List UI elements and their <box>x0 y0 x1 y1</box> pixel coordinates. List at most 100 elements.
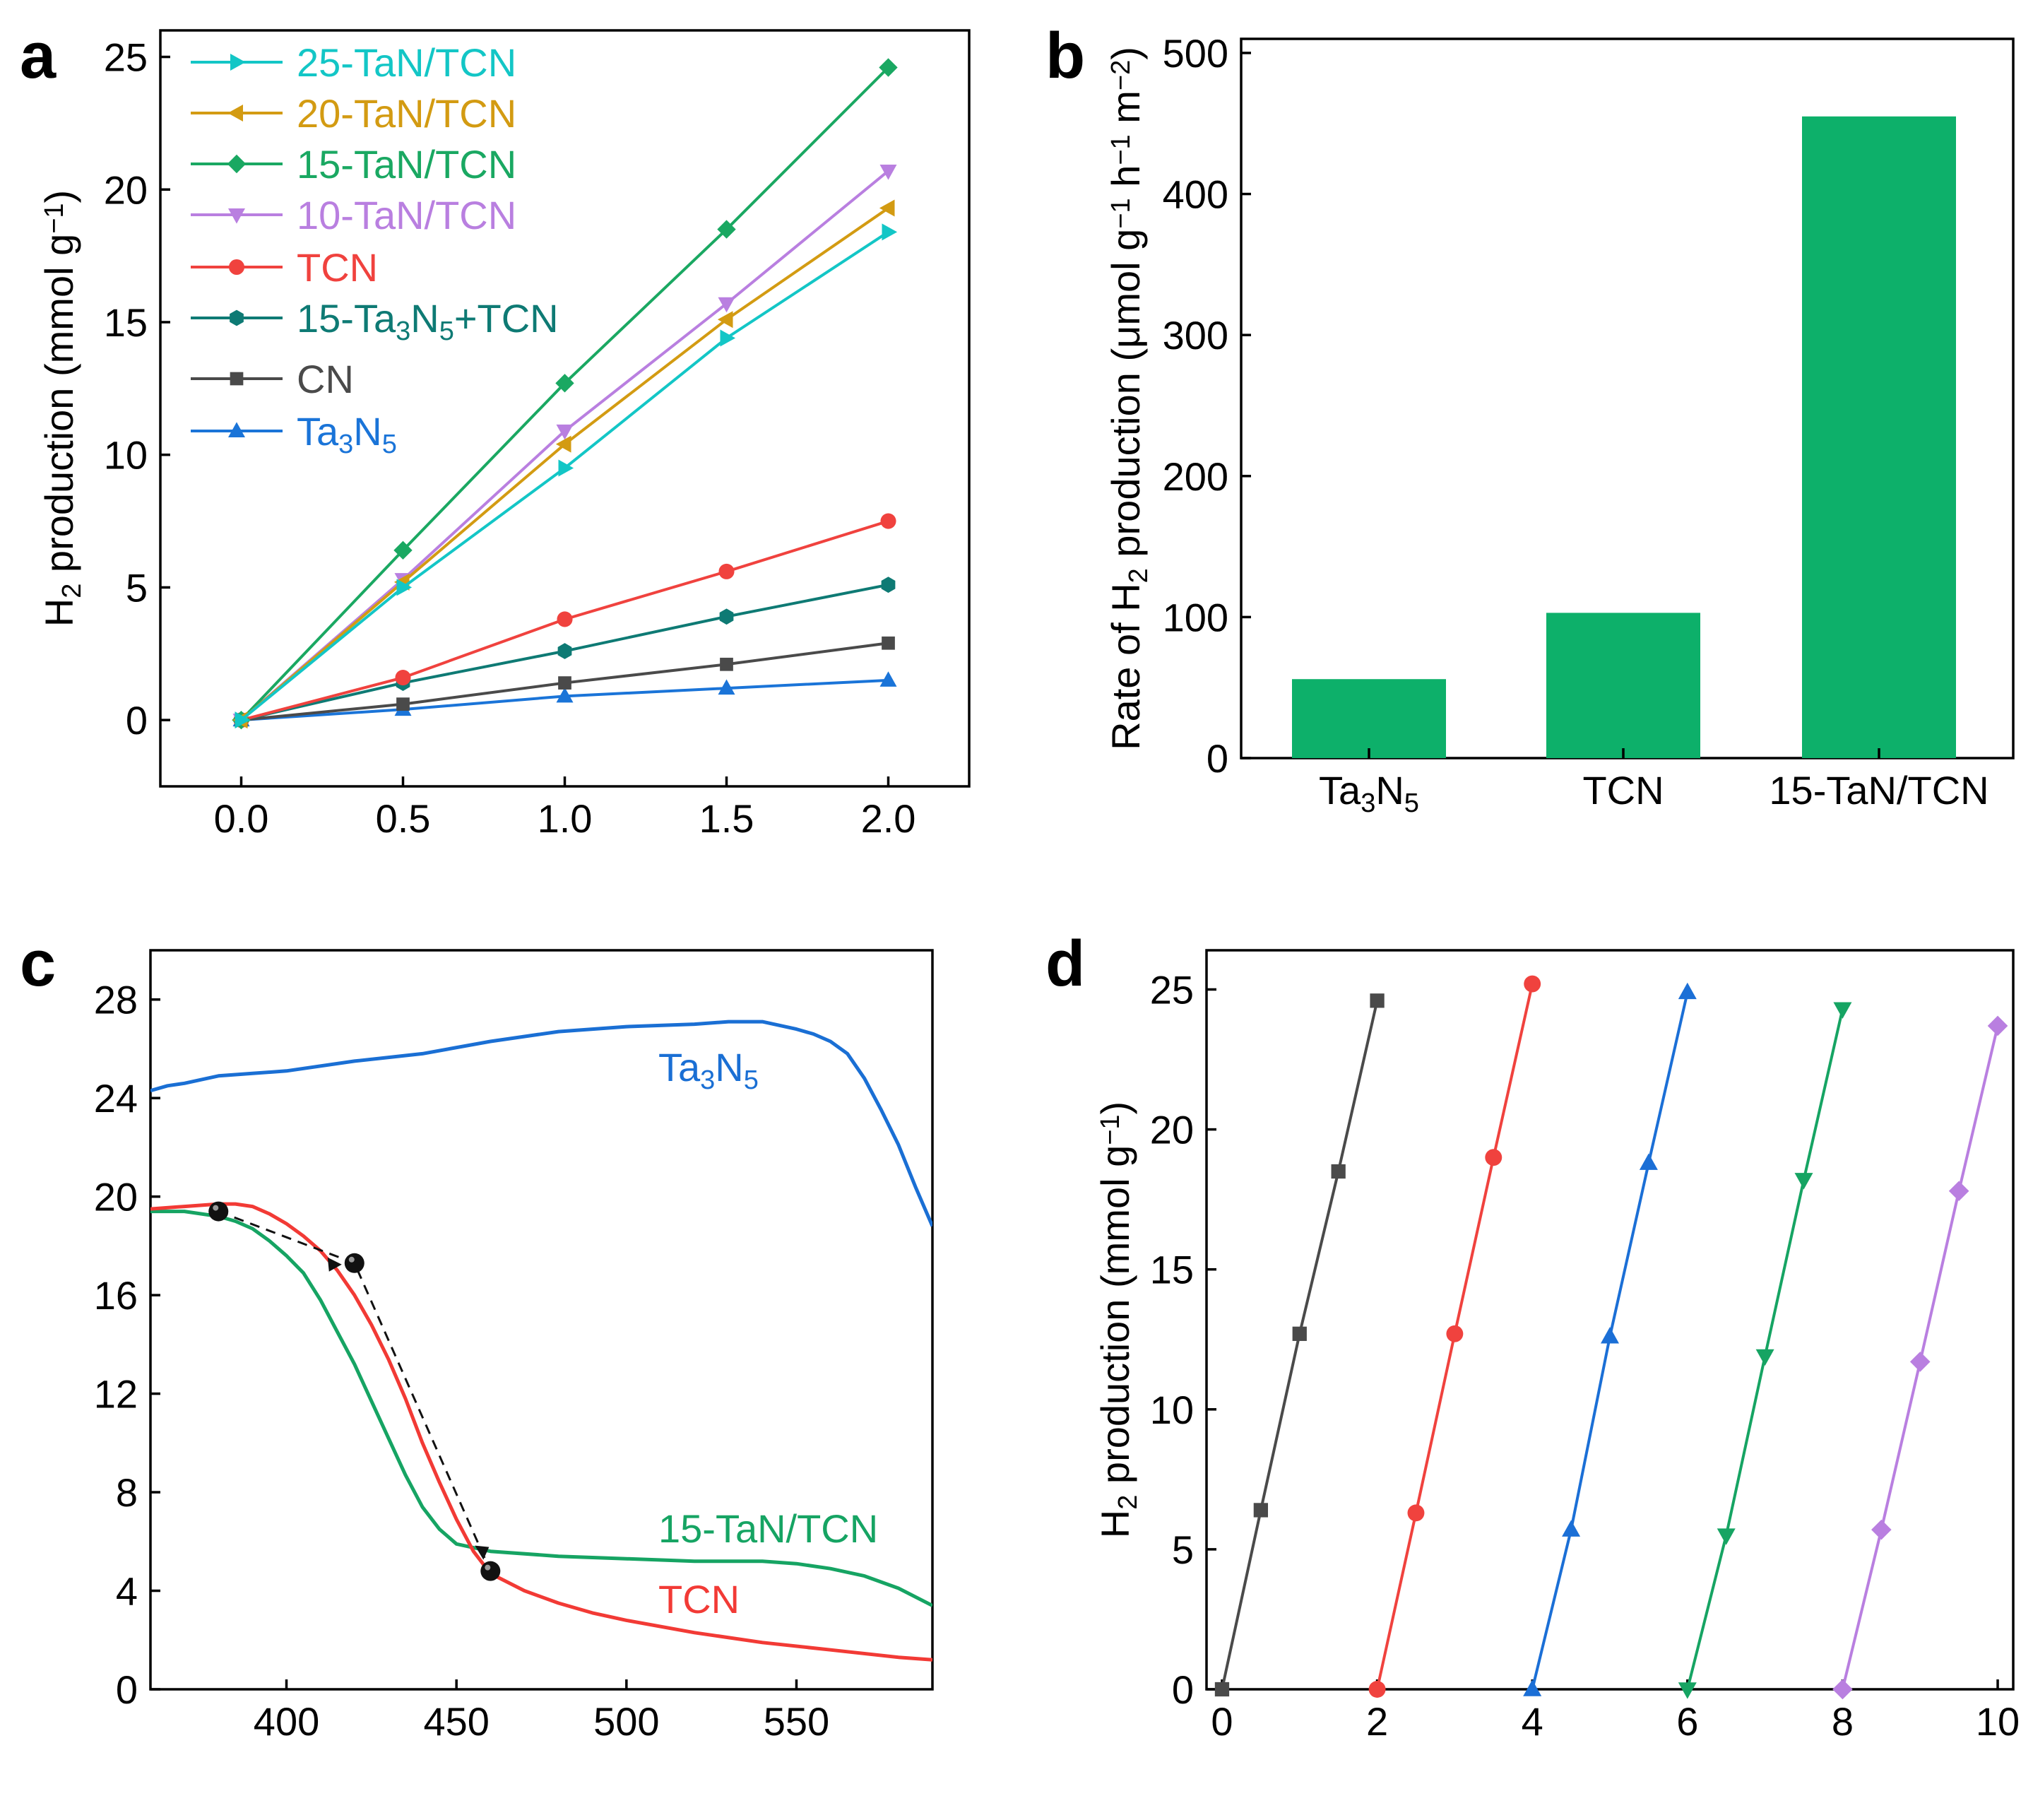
absorbance-curve <box>150 1020 932 1227</box>
data-point <box>396 697 410 711</box>
curve-annotation: Ta3N5 <box>658 1045 759 1095</box>
data-point <box>1639 1153 1658 1170</box>
data-point <box>555 374 574 393</box>
legend-marker <box>230 372 244 386</box>
data-point <box>1253 1503 1269 1518</box>
bar <box>1802 116 1956 759</box>
curve-annotation: TCN <box>658 1577 740 1621</box>
panel-label-b: b <box>1045 20 1085 92</box>
data-point <box>718 679 735 695</box>
legend-label: 20-TaN/TCN <box>297 91 516 136</box>
plot-area-a <box>159 29 971 788</box>
panel-label-a: a <box>20 20 57 92</box>
data-point <box>717 220 736 239</box>
y-axis-c-tick-label: 8 <box>116 1470 138 1515</box>
y-axis-c-tick-label: 24 <box>94 1076 138 1121</box>
data-point <box>1368 1681 1386 1698</box>
x-axis-d-tick-label: 6 <box>1676 1699 1698 1744</box>
y-axis-b-tick-label: 300 <box>1163 313 1228 358</box>
absorbance-curve <box>150 1202 932 1662</box>
data-point <box>1755 1349 1774 1366</box>
data-point <box>882 636 895 650</box>
legend-label: 25-TaN/TCN <box>297 40 516 85</box>
data-point <box>235 711 251 729</box>
legend-label: 15-TaN/TCN <box>297 142 516 187</box>
y-axis-c-tick-label: 12 <box>94 1372 138 1417</box>
aqy-point-highlight <box>348 1256 355 1263</box>
y-axis-b-tick-label: 200 <box>1163 454 1228 499</box>
x-axis-d-tick-label: 2 <box>1366 1699 1388 1744</box>
x-axis-a-tick-label: 0.0 <box>214 796 269 841</box>
y-axis-b-tick-label: 100 <box>1163 595 1228 639</box>
aqy-point <box>344 1253 364 1273</box>
data-point <box>1678 1682 1697 1699</box>
data-point <box>879 58 898 77</box>
y-axis-c-tick-label: 4 <box>116 1569 138 1614</box>
data-point <box>555 435 571 453</box>
data-point <box>879 199 895 217</box>
data-point <box>1524 975 1541 993</box>
x-axis-a-tick-label: 0.5 <box>376 796 431 841</box>
legend-label: 10-TaN/TCN <box>297 193 516 237</box>
legend-marker <box>230 309 244 326</box>
y-axis-title-d: H2 production (mmol g−1) <box>1093 1101 1143 1538</box>
bar <box>1546 613 1700 758</box>
y-axis-c-tick-label: 16 <box>94 1273 138 1318</box>
data-point <box>1678 982 1697 1000</box>
y-axis-d-tick-label: 10 <box>1150 1388 1194 1432</box>
legend-marker <box>227 105 243 122</box>
x-axis-d-tick-label: 0 <box>1211 1699 1233 1744</box>
aqy-point <box>480 1561 501 1581</box>
panel-b: 0 100 200 300 400 500 Ta3N5 TCN 15-TaN/TCN Rate o… <box>1103 31 2015 818</box>
x-axis-a-tick-label: 1.0 <box>538 796 593 841</box>
y-axis-c-tick-label: 20 <box>94 1175 138 1219</box>
legend-marker <box>228 208 245 224</box>
data-point <box>1331 1164 1346 1179</box>
y-axis-b-tick-label: 400 <box>1163 172 1228 217</box>
cycle-line <box>1685 1008 1844 1690</box>
data-point <box>1370 993 1385 1008</box>
plot-area-d <box>1205 949 2015 1691</box>
data-point <box>1407 1504 1425 1522</box>
data-point <box>1871 1519 1892 1540</box>
y-axis-a-tick-label: 0 <box>126 698 148 743</box>
data-point <box>558 676 571 690</box>
data-point <box>1446 1325 1464 1342</box>
y-axis-b-tick-label: 500 <box>1163 31 1228 76</box>
data-point <box>1214 1682 1230 1697</box>
x-axis-c-tick-label: 400 <box>254 1699 319 1744</box>
aqy-point <box>208 1201 229 1222</box>
data-point <box>1987 1015 2008 1036</box>
x-axis-c-tick-label: 450 <box>423 1699 489 1744</box>
plot-area-c <box>149 949 934 1691</box>
x-axis-a-tick-label: 1.5 <box>699 796 754 841</box>
arrow-head <box>327 1257 342 1272</box>
data-point <box>556 424 574 440</box>
absorbance-curve <box>150 1210 932 1607</box>
data-point <box>719 608 734 625</box>
data-point <box>557 643 572 659</box>
panel-d: 0 2 4 6 8 10 0 5 10 15 20 25 H2 production (mmol g−1… <box>1093 949 2020 1744</box>
y-axis-d-tick-label: 15 <box>1150 1248 1194 1292</box>
y-axis-title-a: H2 production (mmol g−1) <box>37 190 87 627</box>
panel-a: 0.0 0.5 1.0 1.5 2.0 0 5 10 15 20 25 H2 production (… <box>37 29 971 841</box>
category-label: Ta3N5 <box>1319 768 1419 818</box>
y-axis-c-tick-label: 0 <box>116 1667 138 1712</box>
legend-label: 15-Ta3N5+TCN <box>297 296 559 346</box>
y-axis-a-tick-label: 15 <box>104 300 148 345</box>
bar <box>1292 679 1446 758</box>
y-axis-c-tick-label: 28 <box>94 978 138 1022</box>
data-point <box>1909 1352 1931 1372</box>
x-axis-d-tick-label: 4 <box>1522 1699 1543 1744</box>
data-point <box>556 687 574 703</box>
data-point <box>1794 1173 1813 1190</box>
data-point <box>1601 1327 1619 1344</box>
data-point <box>1562 1520 1581 1537</box>
x-axis-c-tick-label: 500 <box>593 1699 659 1744</box>
panel-label-c: c <box>20 928 56 1000</box>
aqy-point-highlight <box>213 1205 219 1211</box>
data-point <box>1832 1679 1853 1700</box>
x-axis-d-tick-label: 10 <box>1976 1699 2020 1744</box>
data-point <box>1523 1679 1542 1696</box>
data-point <box>558 459 574 477</box>
